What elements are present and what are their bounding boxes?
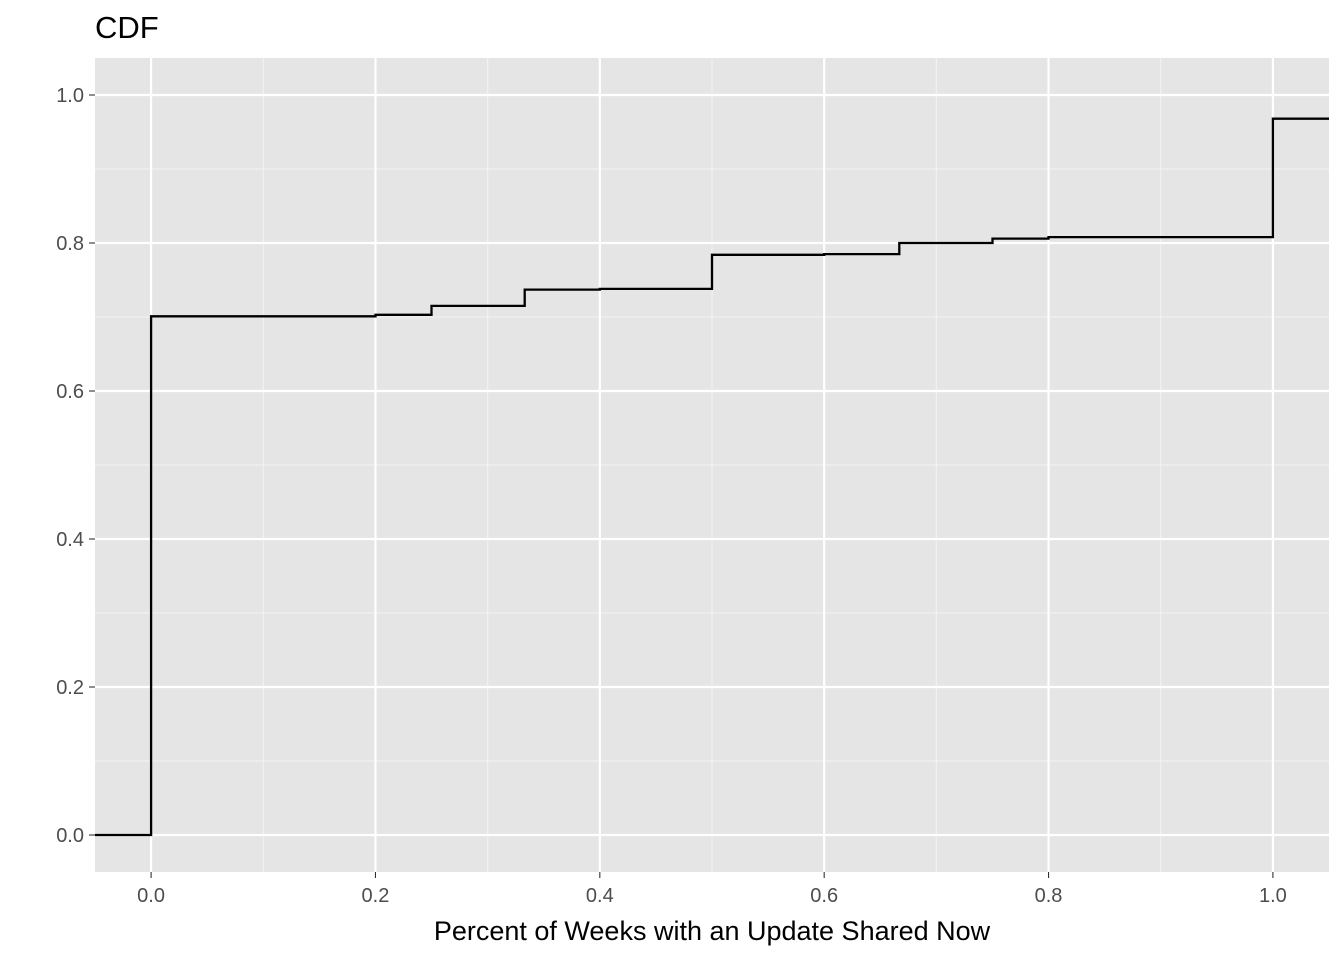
x-tick-label: 0.6 — [810, 885, 838, 907]
y-tick-label: 0.8 — [56, 233, 84, 255]
y-tick-label: 0.6 — [56, 381, 84, 403]
y-tick-label: 0.2 — [56, 677, 84, 699]
x-tick-label: 1.0 — [1259, 885, 1287, 907]
x-tick-label: 0.2 — [362, 885, 390, 907]
y-tick-label: 0.0 — [56, 825, 84, 847]
cdf-step-line — [95, 117, 1329, 837]
x-tick-label: 0.4 — [586, 885, 614, 907]
x-tick-label: 0.0 — [137, 885, 165, 907]
series-layer — [95, 117, 1329, 837]
y-tick-label: 1.0 — [56, 85, 84, 107]
y-axis: 0.0 0.2 0.4 0.6 0.8 1.0 — [56, 85, 95, 847]
y-tick-label: 0.4 — [56, 529, 84, 551]
x-axis: 0.0 0.2 0.4 0.6 0.8 1.0 — [137, 872, 1287, 907]
x-axis-title: Percent of Weeks with an Update Shared N… — [434, 916, 991, 946]
chart-title: CDF — [95, 10, 159, 45]
x-tick-label: 0.8 — [1035, 885, 1063, 907]
